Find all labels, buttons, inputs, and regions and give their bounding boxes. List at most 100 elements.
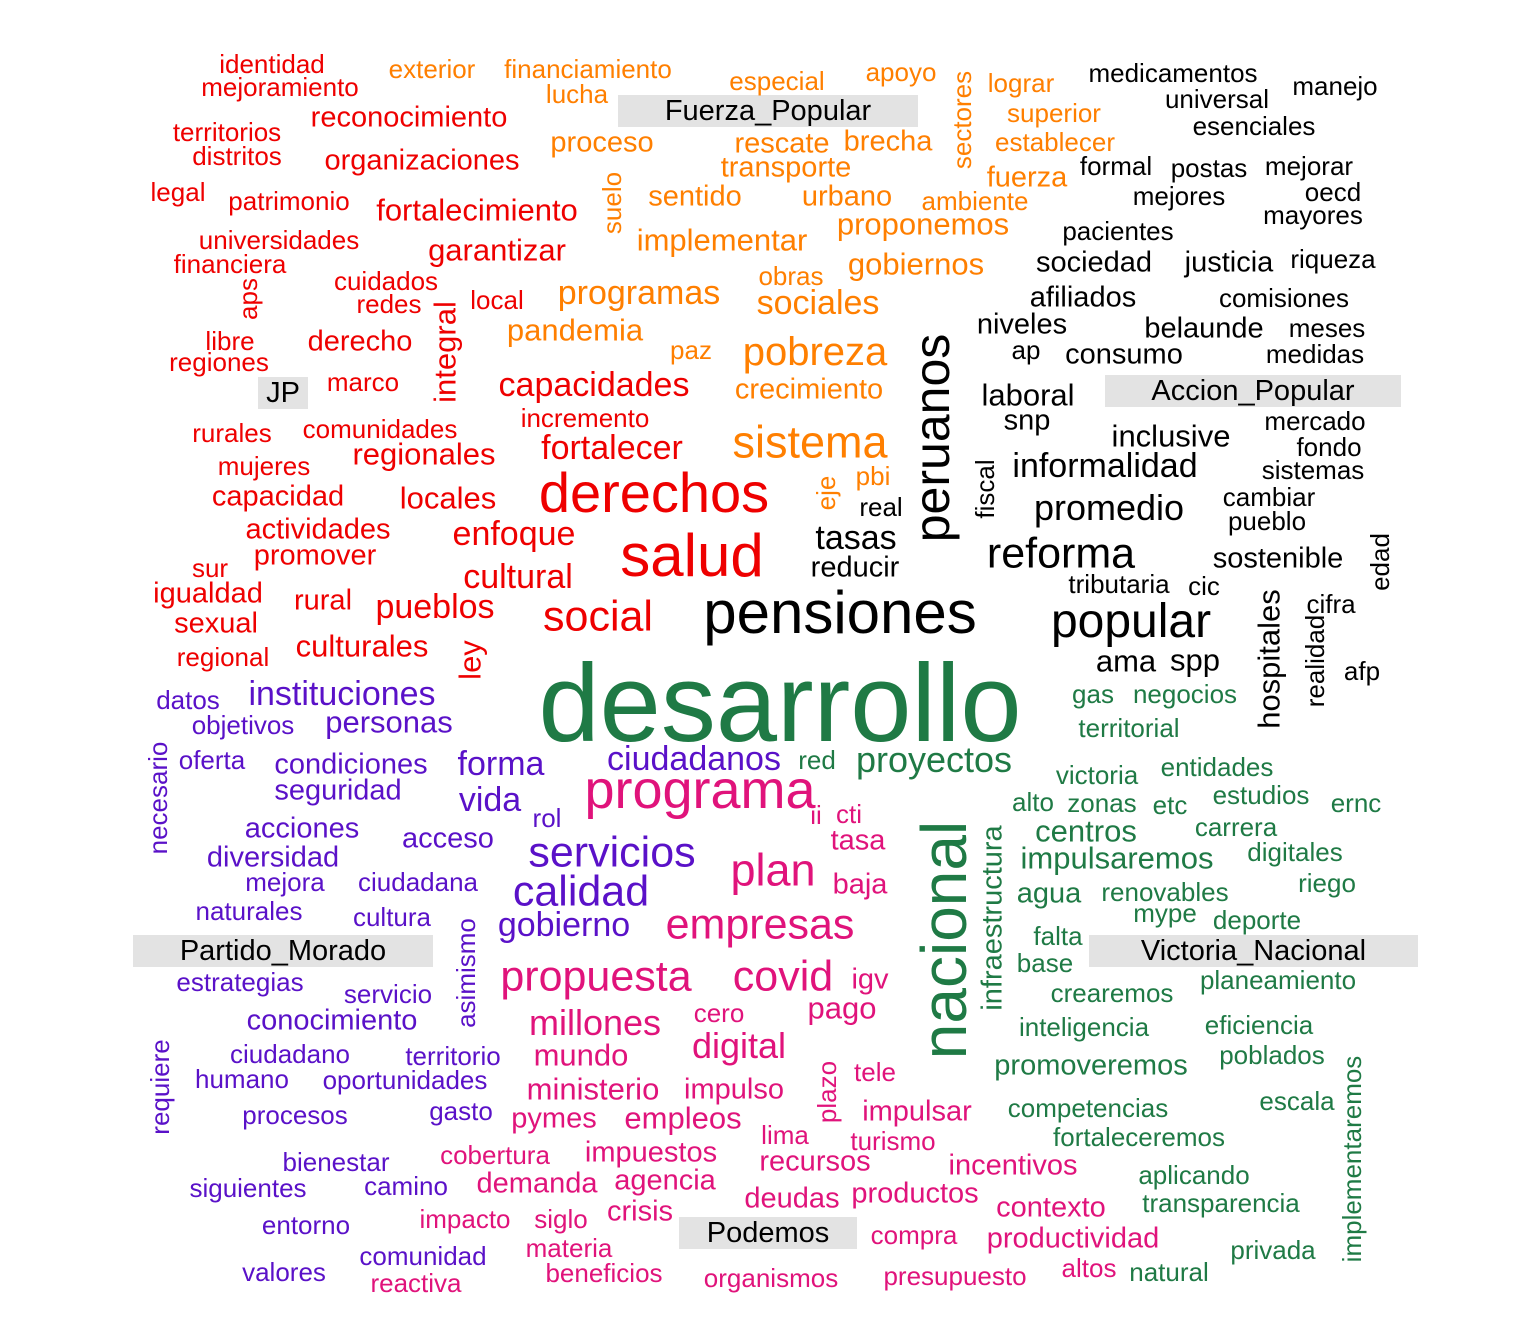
word-pensiones: pensiones	[703, 579, 977, 646]
word-fuerza: fuerza	[986, 161, 1068, 194]
word-ama: ama	[1095, 643, 1157, 679]
word-social: social	[543, 592, 653, 641]
word-fortalecer: fortalecer	[541, 429, 683, 467]
word-gobierno: gobierno	[497, 906, 631, 944]
word-tele: tele	[854, 1057, 896, 1087]
word-impulsaremos: impulsaremos	[1020, 840, 1214, 876]
word-universidades: universidades	[198, 225, 360, 255]
word-transparencia: transparencia	[1142, 1188, 1300, 1218]
word-desarrollo: desarrollo	[538, 642, 1022, 765]
word-igualdad: igualdad	[153, 577, 263, 610]
word-hospitales: hospitales	[1251, 589, 1287, 729]
word-plan: plan	[730, 844, 816, 896]
word-sentido: sentido	[648, 180, 742, 213]
word-sectores: sectores	[947, 70, 977, 170]
word-legal: legal	[150, 177, 206, 207]
word-pueblos: pueblos	[375, 588, 495, 626]
word-personas: personas	[325, 704, 453, 740]
word-competencias: competencias	[1007, 1093, 1169, 1123]
word-sistema: sistema	[732, 416, 888, 468]
word-programa: programa	[584, 760, 816, 820]
word-lima: lima	[761, 1120, 809, 1150]
word-condiciones: condiciones	[274, 748, 428, 781]
word-ii: ii	[810, 800, 822, 830]
word-siglo: siglo	[534, 1204, 588, 1234]
word-bienestar: bienestar	[282, 1147, 390, 1177]
word-necesario: necesario	[143, 741, 173, 855]
word-ernc: ernc	[1330, 788, 1382, 818]
word-pobreza: pobreza	[742, 330, 888, 374]
word-cobertura: cobertura	[440, 1140, 550, 1170]
word-servicios: servicios	[528, 828, 696, 877]
word-pacientes: pacientes	[1062, 216, 1174, 246]
word-victoria: victoria	[1055, 760, 1139, 790]
word-empresas: empresas	[665, 900, 855, 949]
word-tasa: tasa	[830, 824, 886, 857]
word-reducir: reducir	[810, 551, 900, 584]
word-demanda: demanda	[476, 1167, 598, 1200]
word-red: red	[798, 745, 836, 775]
word-pueblo: pueblo	[1227, 506, 1307, 536]
word-ap: ap	[1011, 335, 1041, 365]
word-organizaciones: organizaciones	[324, 144, 520, 177]
word-crisis: crisis	[606, 1195, 674, 1228]
word-agua: agua	[1016, 877, 1082, 910]
word-ambiente: ambiente	[921, 186, 1029, 216]
word-calidad: calidad	[512, 867, 650, 916]
word-reactiva: reactiva	[370, 1268, 462, 1298]
word-redes: redes	[356, 289, 422, 319]
word-fondo: fondo	[1296, 432, 1362, 462]
word-mujeres: mujeres	[217, 451, 311, 481]
word-incentivos: incentivos	[948, 1149, 1078, 1182]
word-estudios: estudios	[1212, 780, 1310, 810]
word-informalidad: informalidad	[1012, 447, 1198, 485]
word-distritos: distritos	[192, 141, 282, 171]
word-spp: spp	[1170, 642, 1220, 678]
word-sostenible: sostenible	[1212, 542, 1344, 575]
word-regional: regional	[176, 642, 270, 672]
word-siguientes: siguientes	[189, 1173, 307, 1203]
word-comisiones: comisiones	[1218, 283, 1350, 313]
word-belaunde: belaunde	[1144, 312, 1264, 345]
label-podemos: Podemos	[679, 1217, 857, 1249]
word-estrategias: estrategias	[176, 967, 304, 997]
word-poblados: poblados	[1219, 1040, 1325, 1070]
word-riego: riego	[1298, 868, 1356, 898]
word-urbano: urbano	[801, 180, 893, 213]
word-identidad: identidad	[219, 49, 325, 79]
word-capacidades: capacidades	[498, 366, 690, 404]
word-obras: obras	[758, 261, 824, 291]
word-ley: ley	[452, 640, 488, 680]
word-valores: valores	[242, 1257, 326, 1287]
word-conocimiento: conocimiento	[246, 1004, 418, 1037]
word-gasto: gasto	[429, 1096, 493, 1126]
word-medicamentos: medicamentos	[1088, 58, 1258, 88]
word-mundo: mundo	[533, 1037, 629, 1073]
word-exterior: exterior	[388, 54, 476, 84]
word-sexual: sexual	[174, 607, 258, 640]
word-snp: snp	[1003, 404, 1051, 437]
word-reconocimiento: reconocimiento	[310, 101, 508, 134]
word-crecimiento: crecimiento	[734, 373, 884, 406]
word-cifra: cifra	[1306, 589, 1356, 619]
word-deporte: deporte	[1212, 905, 1302, 935]
word-contexto: contexto	[996, 1191, 1106, 1224]
word-mype: mype	[1133, 898, 1197, 928]
word-oecd: oecd	[1304, 177, 1362, 207]
word-gobiernos: gobiernos	[847, 246, 985, 282]
word-acceso: acceso	[402, 822, 494, 855]
word-camino: camino	[364, 1171, 448, 1201]
word-implementaremos: implementaremos	[1337, 1055, 1367, 1263]
word-pago: pago	[807, 990, 877, 1026]
word-territorial: territorial	[1078, 713, 1180, 743]
word-eficiencia: eficiencia	[1204, 1010, 1314, 1040]
word-afp: afp	[1343, 656, 1381, 686]
word-realidad: realidad	[1300, 614, 1330, 708]
word-presupuesto: presupuesto	[883, 1261, 1027, 1291]
word-oferta: oferta	[178, 745, 246, 775]
word-objetivos: objetivos	[191, 710, 295, 740]
word-cic: cic	[1188, 571, 1220, 601]
word-promover: promover	[253, 539, 377, 572]
word-comunidades: comunidades	[302, 414, 458, 444]
word-derecho: derecho	[307, 325, 413, 358]
